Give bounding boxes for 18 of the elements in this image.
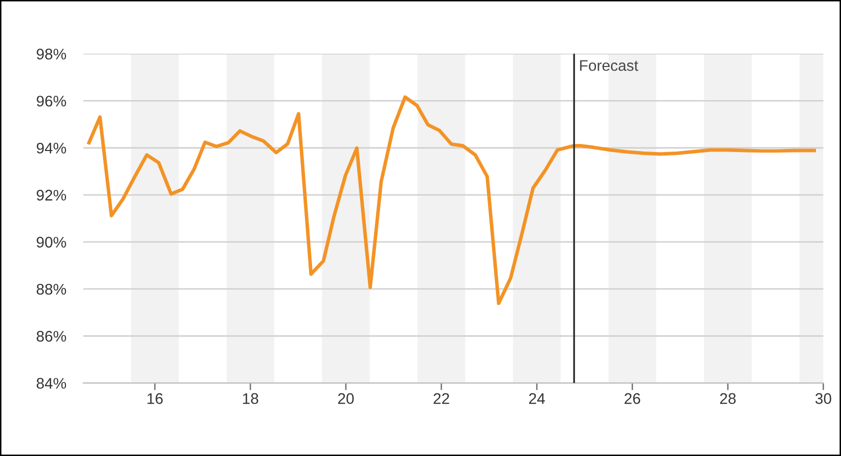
x-tick-label: 16 (148, 393, 163, 404)
y-tick-label: 90% (36, 236, 66, 248)
x-tick-label: 22 (434, 393, 450, 404)
line-series (87, 95, 816, 306)
x-tick-label: 28 (720, 393, 736, 404)
y-tick-label: 84% (36, 378, 66, 389)
y-tick-label: 92% (36, 190, 66, 201)
y-tick-label: 88% (36, 284, 66, 295)
y-tick-label: 96% (36, 96, 66, 107)
y-tick-label: 86% (36, 330, 66, 342)
ref-line-label: Forecast (580, 60, 638, 71)
y-tick-label: 94% (36, 142, 66, 154)
x-tick-label: 20 (338, 393, 354, 404)
x-tick-label: 30 (815, 393, 832, 404)
y-tick-label: 98% (36, 48, 66, 60)
x-tick-label: 18 (243, 393, 258, 404)
x-tick-label: 26 (624, 393, 640, 404)
x-tick-label: 24 (529, 393, 545, 404)
